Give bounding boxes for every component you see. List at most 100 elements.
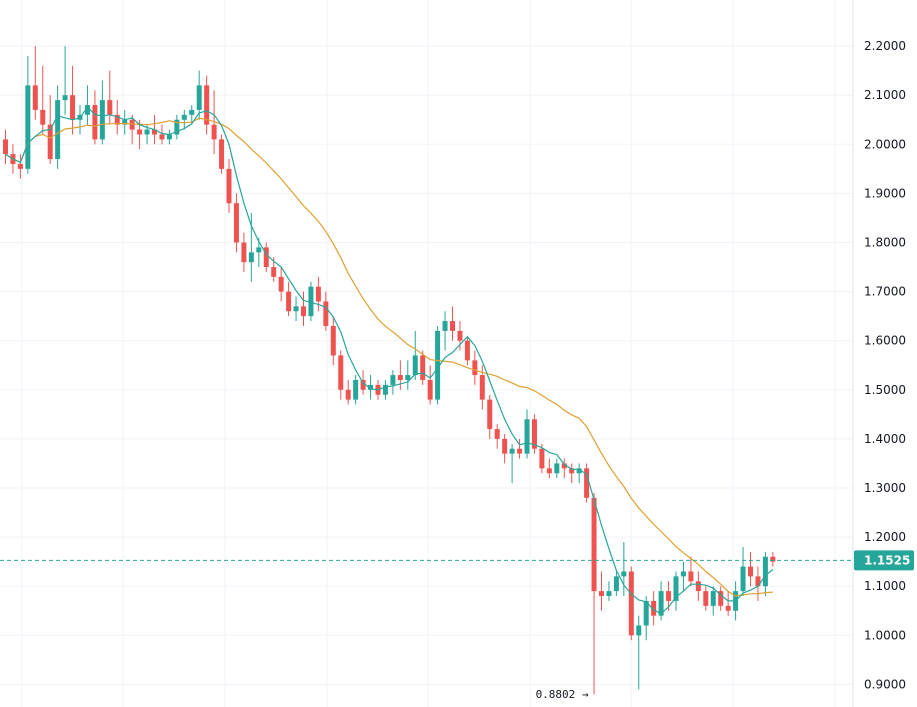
candle-body [137,129,143,135]
candle [226,159,232,214]
candle [673,571,679,611]
candle-body [62,95,68,101]
candle-body [673,576,679,601]
candle-body [166,134,172,140]
candle [524,409,530,459]
candle [539,443,545,474]
candle-body [330,325,336,356]
candle-body [293,306,299,312]
candle-body [576,468,582,474]
candle-body [710,591,716,606]
candle [196,70,202,120]
candle [748,551,753,587]
candle-body [680,571,686,577]
candle [442,311,448,351]
candle [219,134,225,174]
candle-body [666,591,672,601]
candle-body [174,119,180,135]
candle [17,154,23,179]
candle [55,85,61,169]
price-axis[interactable]: 2.2000 2.1000 2.0000 1.9000 1.8000 1.7000 1.60… [864,39,906,691]
price-tick-label: 2.0000 [864,137,906,151]
candle [464,335,470,366]
candle-body [397,375,403,380]
price-tick-label: 1.4000 [864,432,906,446]
candle-body [55,100,61,160]
candle [129,114,135,145]
candle [703,586,709,611]
candle-body [442,321,448,331]
candle-body [762,556,768,587]
candle [695,571,701,601]
candle-body [479,375,485,400]
candle [688,556,694,587]
candle [613,571,619,597]
candle [457,321,463,351]
candle [99,80,105,145]
candle-body [569,468,575,474]
candle [40,65,46,135]
candle-body [263,247,269,268]
candle-body [211,124,217,140]
candle [70,65,76,135]
candle [338,350,344,400]
candle-body [613,576,619,592]
candle [591,492,597,695]
candle-body [688,571,694,582]
candle [606,581,612,601]
candle-body [651,600,657,616]
candle [248,213,254,282]
current-price-value: 1.1525 [864,553,910,567]
candle-body [129,119,135,130]
candle [621,542,627,597]
candle-body [248,252,254,263]
price-tick-label: 1.6000 [864,334,906,348]
candle [680,561,686,592]
candle [122,109,128,135]
candle-body [122,119,128,125]
candle-body [599,591,604,597]
candle-body [159,134,165,140]
candle [397,360,403,390]
grid [0,0,853,707]
candle-body [494,429,500,439]
candle-body [315,286,321,302]
price-tick-label: 1.8000 [864,236,906,250]
candle-body [271,267,277,277]
moving-average-slow-line [5,117,773,597]
candle [25,55,31,174]
candle [420,350,426,385]
candle-body [472,360,478,376]
candle [405,360,411,390]
candle [315,276,321,312]
candle [710,586,716,616]
candle [651,591,657,626]
candle-body [382,384,388,395]
candle [166,129,172,145]
candle-body [405,375,411,380]
candle-body [450,321,455,331]
candle-body [621,571,627,577]
candle-body [718,591,724,606]
price-tick-label: 1.5000 [864,383,906,397]
candle [509,443,515,484]
candle-body [748,566,753,577]
candle [330,316,336,366]
candle-body [584,468,590,498]
candle [77,105,83,135]
candle [181,109,187,130]
low-price-label: 0.8802 → [536,688,589,701]
price-tick-label: 1.7000 [864,285,906,299]
candle-body [99,100,105,140]
candle-body [457,330,463,341]
candle [174,114,180,140]
candle [569,463,575,484]
candle-body [144,129,150,135]
candle [92,90,98,145]
candle [241,232,247,272]
candle [502,433,508,464]
candle-body [17,163,23,169]
candle-body [539,448,545,469]
